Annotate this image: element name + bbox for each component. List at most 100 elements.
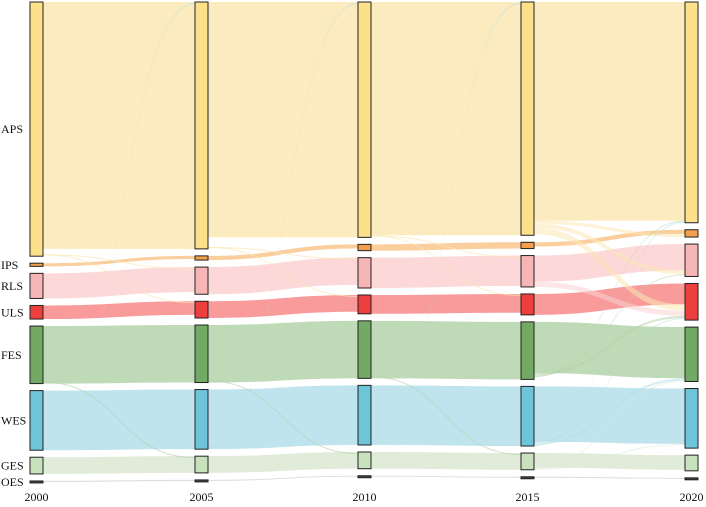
flow-thin-aps-rls [208,246,358,260]
node-oes-2010 [357,475,372,479]
flow-thin-wes-aps [371,3,521,444]
flow-thin-aps-rls [43,254,195,270]
node-wes-2010 [357,384,372,446]
flow-thin-aps-rls [371,235,521,258]
flow-fes-to-uls [534,315,685,376]
node-oes-2000 [29,480,44,484]
node-ges-2000 [29,456,44,475]
node-uls-2020 [684,282,699,321]
node-ges-2005 [194,455,209,474]
flow-ges-2010-2015 [371,451,521,470]
flow-aps-2015-2020 [534,2,685,221]
node-uls-2015 [520,293,535,316]
category-label-rls: RLS [1,279,23,293]
flow-oes-2005-2010 [208,475,358,481]
year-label-2020: 2020 [680,490,704,504]
flow-aps-to-rls [534,223,685,275]
flow-rls-2010-2015 [371,255,521,288]
node-ges-2010 [357,451,372,470]
flow-aps-2000-2005 [43,2,195,249]
node-wes-2020 [684,387,699,449]
year-label-2000: 2000 [25,490,49,504]
flow-thin-fes-ges [371,376,521,456]
flow-thin-fes-ges [208,380,358,454]
flow-thin-fes-ges [43,381,195,459]
node-wes-2005 [194,389,209,450]
flow-ges-to-wes [534,443,685,470]
flow-fes-to-aps [534,220,685,378]
flow-fes-2000-2005 [43,325,195,384]
node-ips-2000 [29,262,44,267]
flow-aps-to-uls [534,227,685,311]
node-fes-2015 [520,321,535,380]
flow-rls-2005-2010 [208,257,358,295]
flow-aps-2010-2015 [371,2,521,236]
node-layer [29,1,699,484]
flow-wes-to-fes [534,378,685,445]
node-rls-2010 [357,257,372,289]
node-ips-2020 [684,229,699,238]
flow-layer [43,2,685,482]
node-rls-2005 [194,266,209,295]
flow-fes-to-rls [534,274,685,377]
flow-uls-2005-2010 [208,294,358,319]
category-label-ips: IPS [1,258,18,272]
node-fes-2000 [29,325,44,385]
flow-wes-to-aps [534,221,685,447]
flow-thin-wes-aps [43,3,195,450]
node-oes-2015 [520,476,535,480]
category-label-oes: OES [1,475,24,489]
node-fes-2005 [194,324,209,384]
node-aps-2000 [29,1,44,257]
category-label-wes: WES [1,413,26,427]
node-fes-2020 [684,326,699,382]
flow-thin-aps-uls [43,254,195,304]
flow-ips-2005-2010 [208,244,358,261]
flow-wes-to-uls [534,318,685,443]
node-oes-2005 [194,479,209,483]
flow-ges-2015-2020 [534,453,685,470]
node-fes-2010 [357,320,372,379]
flow-ips-2000-2005 [43,255,195,267]
node-ips-2005 [194,255,209,261]
node-ges-2015 [520,452,535,471]
flow-thin-wes-aps [208,3,358,449]
flow-aps-2005-2010 [208,2,358,238]
flow-fes-2005-2010 [208,320,358,383]
node-aps-2005 [194,1,209,250]
flow-oes-2010-2015 [371,475,521,478]
flow-uls-2010-2015 [371,293,521,314]
flow-oes-2000-2005 [43,479,195,482]
year-label-2015: 2015 [516,490,540,504]
flow-thin-aps-uls [208,246,358,297]
flow-wes-2015-2020 [534,386,685,444]
flow-thin-aps-uls [371,235,521,296]
category-label-aps: APS [1,122,23,136]
flow-rls-2000-2005 [43,267,195,299]
flow-ges-2005-2010 [208,451,358,473]
node-uls-2010 [357,294,372,315]
category-label-fes: FES [1,348,22,362]
node-uls-2000 [29,304,44,320]
node-wes-2000 [29,390,44,451]
node-oes-2020 [684,477,699,481]
node-aps-2015 [520,1,535,236]
flow-rls-2015-2020 [534,244,685,282]
node-aps-2020 [684,1,699,224]
node-wes-2015 [520,385,535,447]
node-uls-2005 [194,300,209,319]
flow-ges-to-fes [534,380,685,469]
node-rls-2000 [29,272,44,299]
node-rls-2015 [520,255,535,288]
category-labels: APS IPS RLS ULS FES WES GES OES [1,122,26,489]
flow-fes-2015-2020 [534,321,685,379]
year-label-2005: 2005 [190,490,214,504]
node-ips-2015 [520,241,535,250]
flow-oes-2015-2020 [534,476,685,479]
year-label-2010: 2010 [353,490,377,504]
flow-fes-2010-2015 [371,320,521,380]
node-rls-2020 [684,243,699,277]
flow-uls-2000-2005 [43,301,195,320]
category-label-uls: ULS [1,305,24,319]
